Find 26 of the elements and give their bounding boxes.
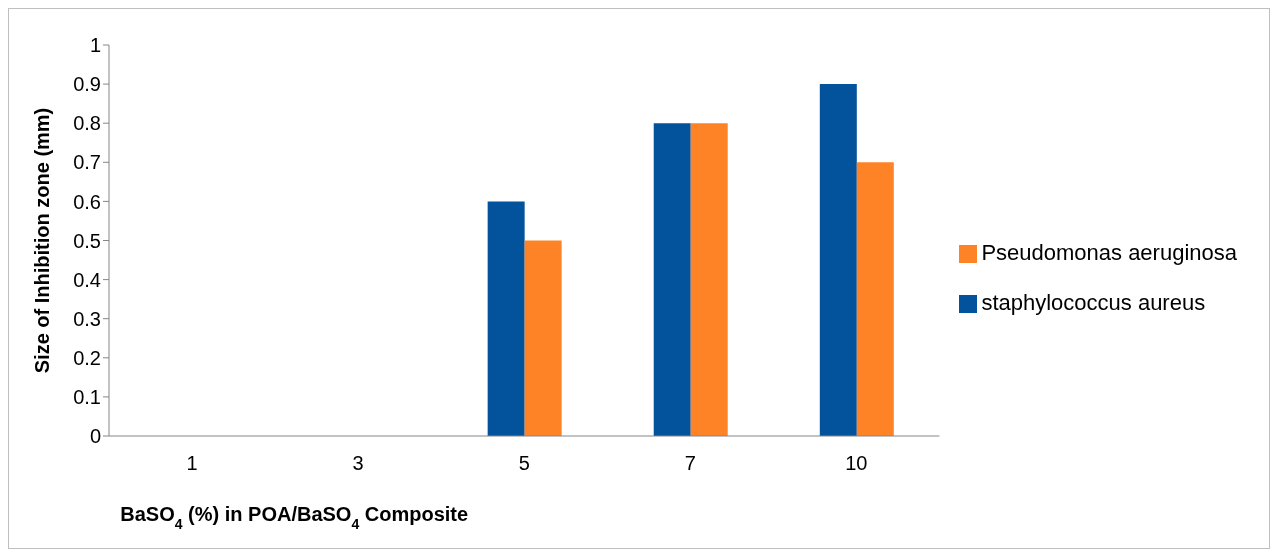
- y-tick-label: 1: [89, 34, 101, 57]
- bar: [653, 123, 691, 436]
- y-tick-label: 0.2: [73, 346, 101, 369]
- bar: [856, 162, 894, 436]
- bar: [690, 123, 728, 436]
- y-tick-label: 0.9: [73, 73, 101, 96]
- x-tick-label: 10: [845, 452, 868, 475]
- y-tick-label: 0.6: [73, 190, 101, 213]
- legend-label: staphylococcus aureus: [981, 289, 1206, 315]
- y-tick-label: 0.1: [73, 386, 101, 408]
- y-tick-label: 0.3: [73, 307, 101, 330]
- x-axis-title: BaSO$_{4}$ (%) in POA/BaSO$_{4}$ Composite: [120, 503, 469, 532]
- y-tick-label: 0.5: [73, 229, 101, 252]
- x-tick-label: 5: [518, 452, 530, 475]
- y-tick-label: 0.4: [73, 268, 101, 291]
- x-tick-label: 1: [186, 452, 198, 475]
- x-tick-label: 7: [684, 452, 696, 475]
- bar: [524, 240, 562, 436]
- y-axis-title: Size of Inhibition zone (mm): [31, 107, 53, 374]
- y-tick-label: 0: [89, 425, 101, 448]
- legend-label: Pseudomonas aeruginosa: [981, 239, 1237, 265]
- y-tick-label: 0.7: [73, 151, 101, 174]
- bar: [487, 201, 525, 436]
- bar: [819, 84, 857, 436]
- x-tick-label: 3: [352, 452, 364, 475]
- y-tick-label: 0.8: [73, 112, 101, 135]
